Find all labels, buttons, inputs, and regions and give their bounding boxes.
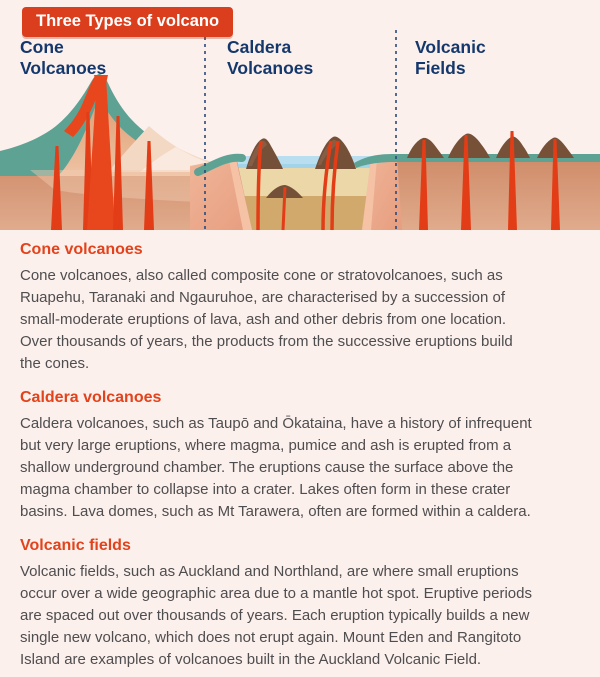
section-heading-cone-volcanoes: Cone volcanoes: [20, 241, 143, 258]
column-label-caldera-volcanoes: Caldera Volcanoes: [227, 37, 314, 78]
field-conduit-1: [419, 140, 428, 230]
caldera-wall-right-edge: [362, 158, 377, 230]
cone-conduits: [51, 77, 154, 230]
caldera-sand-deep: [236, 196, 372, 230]
section-body-volcanic-fields: Volcanic fields, such as Auckland and No…: [20, 563, 532, 668]
caldera-wall-left-edge: [229, 159, 252, 230]
section-cone-volcanoes: Cone volcanoes Cone volcanoes, also call…: [20, 240, 580, 375]
section-caldera-volcanoes: Caldera volcanoes Caldera volcanoes, suc…: [20, 388, 580, 523]
caldera-rim-left: [194, 153, 246, 176]
section-heading-caldera-volcanoes: Caldera volcanoes: [20, 389, 162, 406]
volcanic-fields-graphic: [354, 131, 600, 230]
section-body-cone-volcanoes: Cone volcanoes, also called composite co…: [20, 267, 513, 372]
cone-foot-wash: [30, 170, 216, 202]
cone-conduit-3: [113, 116, 123, 230]
caldera-conduit-4: [330, 140, 340, 230]
caldera-lake-water-deep: [236, 164, 372, 168]
column-label-volcanic-fields: Volcanic Fields: [415, 37, 486, 78]
section-volcanic-fields: Volcanic fields Volcanic fields, such as…: [20, 536, 580, 671]
caldera-conduit-2: [281, 186, 287, 230]
field-conduit-2: [461, 135, 471, 230]
cone-conduit-4: [144, 141, 154, 230]
lava-dome-left: [246, 138, 283, 169]
field-conduit-3: [508, 131, 517, 230]
title-banner-text: Three Types of volcano: [36, 12, 220, 30]
title-banner: Three Types of volcano: [22, 7, 234, 37]
section-heading-volcanic-fields: Volcanic fields: [20, 537, 131, 554]
cone-conduit-1: [51, 146, 62, 230]
column-label-cone-volcanoes: Cone Volcanoes: [20, 37, 107, 78]
field-conduit-4: [551, 139, 560, 230]
caldera-sand-light: [236, 168, 372, 196]
cone-lava-flow: [64, 76, 103, 137]
caldera-conduit-3: [321, 140, 333, 230]
caldera-graphic: [190, 136, 402, 230]
volcano-types-illustration: Three Types of volcano Cone Volcanoes Ca…: [0, 0, 600, 230]
lava-dome-left-highlight: [248, 140, 267, 166]
section-body-caldera-volcanoes: Caldera volcanoes, such as Taupō and Ōka…: [20, 415, 532, 520]
caldera-conduit-1: [256, 140, 263, 230]
cone-conduit-main: [87, 77, 115, 230]
volcano-diagram-svg: [0, 30, 600, 230]
field-cone-2: [448, 133, 490, 158]
description-sections: Cone volcanoes Cone volcanoes, also call…: [0, 240, 600, 671]
